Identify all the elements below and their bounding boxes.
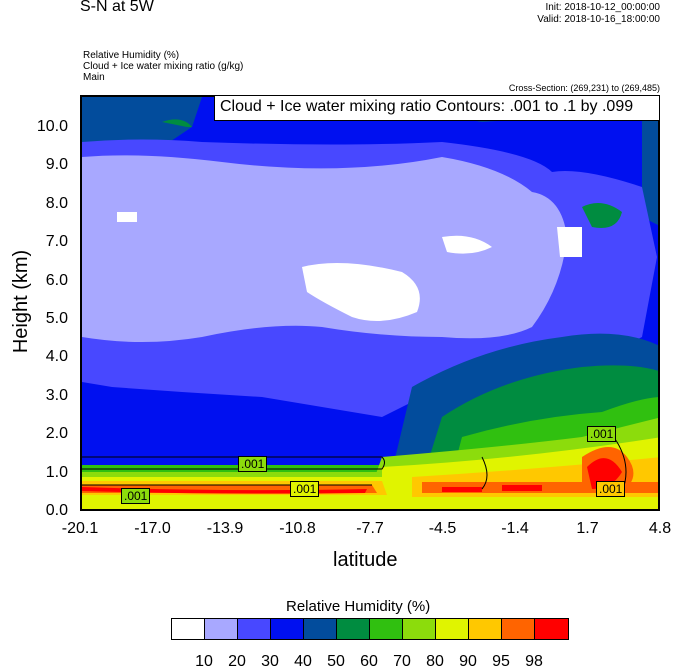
contour-label: .001 <box>587 426 617 442</box>
plot-area <box>80 95 660 511</box>
valid-time: Valid: 2018-10-16_18:00:00 <box>537 14 660 25</box>
rh-band-50-60 <box>162 119 192 127</box>
x-tick-label: -1.4 <box>501 520 529 537</box>
colorbar-label: 30 <box>261 653 279 668</box>
field-label-3: Main <box>83 72 105 83</box>
colorbar-label: 98 <box>525 653 543 668</box>
x-tick-label: -7.7 <box>356 520 384 537</box>
colorbar-swatch <box>403 619 436 639</box>
colorbar-swatch <box>370 619 403 639</box>
colorbar-swatch <box>304 619 337 639</box>
colorbar-swatch <box>238 619 271 639</box>
rh-band-40-50 <box>82 97 658 225</box>
x-axis-label: latitude <box>333 549 398 571</box>
colorbar-label: 50 <box>327 653 345 668</box>
x-tick-label: -17.0 <box>134 520 171 537</box>
y-tick-label: 7.0 <box>45 233 68 251</box>
y-tick-label: 1.0 <box>45 463 68 481</box>
contour-label: .001 <box>290 481 320 497</box>
chart-title: S-N at 5W <box>80 0 154 15</box>
colorbar-swatch <box>436 619 469 639</box>
x-tick-label: -20.1 <box>61 520 99 537</box>
field-label-2: Cloud + Ice water mixing ratio (g/kg) <box>83 61 244 72</box>
y-tick-label: 6.0 <box>45 271 68 289</box>
colorbar-label: 90 <box>459 653 477 668</box>
y-tick-label: 8.0 <box>45 194 68 212</box>
rh-band-10-20 <box>82 155 567 342</box>
y-tick-label: 2.0 <box>45 425 68 443</box>
contour-title-box: Cloud + Ice water mixing ratio Contours:… <box>214 95 660 121</box>
y-tick-label: 9.0 <box>45 156 68 174</box>
colorbar-swatch <box>205 619 238 639</box>
x-tick-label: -13.9 <box>206 520 244 537</box>
colorbar-label: 10 <box>195 653 213 668</box>
y-tick-label: 10.0 <box>36 118 68 135</box>
y-tick-label: 5.0 <box>45 310 68 327</box>
x-tick-label: -10.8 <box>279 520 316 537</box>
y-axis-label: Height (km) <box>10 249 33 354</box>
x-tick-label: -4.5 <box>428 520 457 537</box>
colorbar-swatch <box>172 619 205 639</box>
cloud-contour-lines <box>82 434 627 493</box>
rh-field <box>82 97 658 509</box>
colorbar-swatch <box>535 619 568 639</box>
colorbar-label: 60 <box>360 653 378 668</box>
y-tick-label: 0.0 <box>45 502 68 519</box>
contour-label: .001 <box>596 481 626 497</box>
colorbar-swatch <box>469 619 502 639</box>
colorbar-label: 95 <box>492 653 510 668</box>
rh-band-0-10 <box>117 212 582 321</box>
colorbar-label: 20 <box>228 653 246 668</box>
colorbar-label: 40 <box>294 653 312 668</box>
field-label-1: Relative Humidity (%) <box>83 50 180 61</box>
colorbar <box>171 618 569 640</box>
init-time: Init: 2018-10-12_00:00:00 <box>545 2 660 13</box>
colorbar-swatch <box>337 619 370 639</box>
x-tick-label: 4.8 <box>648 520 672 537</box>
contour-label: .001 <box>121 488 151 504</box>
colorbar-label: 70 <box>393 653 411 668</box>
y-tick-label: 3.0 <box>45 386 68 404</box>
y-tick-label: 4.0 <box>45 348 68 366</box>
cross-section-label: Cross-Section: (269,231) to (269,485) <box>508 83 660 93</box>
colorbar-swatch <box>502 619 535 639</box>
x-tick-label: 1.7 <box>576 520 599 537</box>
colorbar-title: Relative Humidity (%) <box>286 598 431 615</box>
contour-label: .001 <box>238 456 268 472</box>
colorbar-label: 80 <box>426 653 444 668</box>
colorbar-swatch <box>271 619 304 639</box>
